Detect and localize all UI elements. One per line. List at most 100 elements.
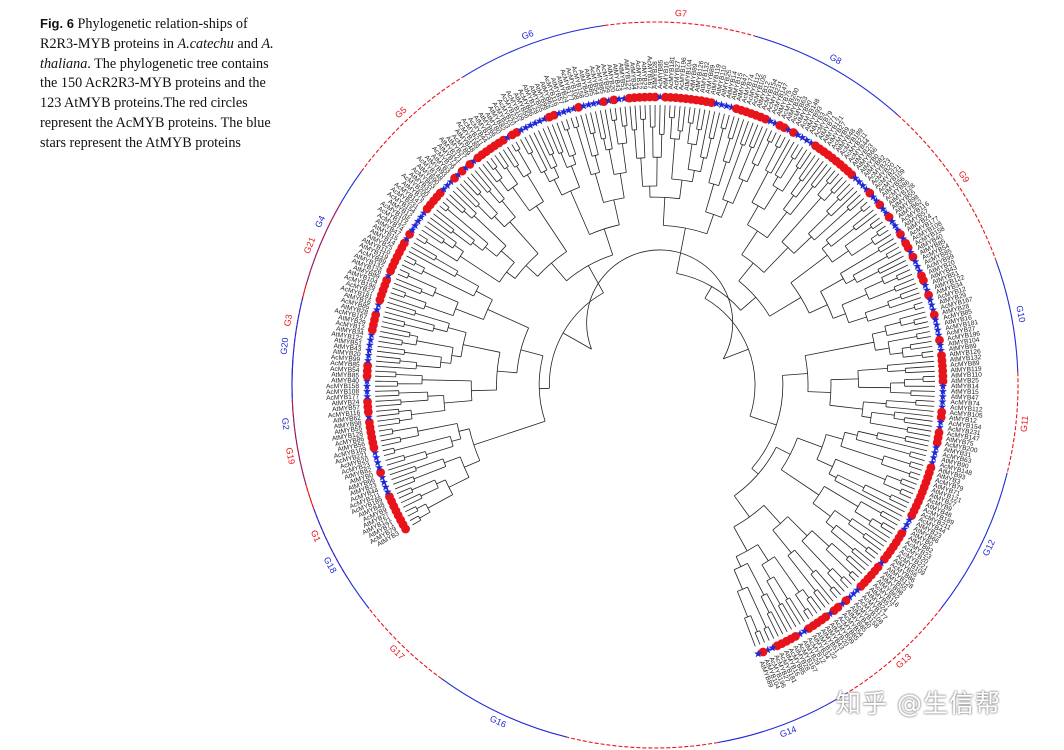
leaf-label: AcMYB85	[330, 360, 360, 369]
tree-branch	[886, 246, 899, 255]
tree-branch	[825, 170, 836, 182]
tree-branch	[790, 179, 802, 194]
tree-branch	[747, 563, 765, 596]
tree-branch	[735, 556, 742, 567]
tree-branch	[385, 306, 415, 316]
tree-branch	[395, 278, 423, 290]
group-arc-g15	[567, 736, 719, 749]
tree-branch	[801, 540, 831, 572]
tree-branch	[411, 479, 435, 491]
at-star-marker	[366, 335, 375, 344]
tree-branch	[757, 141, 770, 166]
at-star-marker	[936, 341, 945, 349]
group-arc-g12	[940, 472, 1008, 609]
leaf-label: AtMYB122	[622, 59, 632, 91]
at-star-marker	[800, 627, 809, 635]
tree-branch	[375, 360, 400, 364]
tree-branch	[378, 340, 402, 346]
tree-branch	[899, 492, 912, 499]
leaf-label: AtMYB20	[333, 349, 362, 359]
tree-branch	[687, 107, 691, 123]
ac-circle-marker	[405, 229, 414, 239]
tree-branch	[907, 426, 932, 432]
leaf-label: AtMYB29	[640, 61, 648, 89]
tree-branch	[738, 146, 752, 179]
at-star-marker	[589, 99, 598, 107]
at-star-marker	[926, 295, 935, 304]
leaf-label: AtMYB24	[331, 399, 360, 408]
tree-branch	[470, 173, 488, 193]
tree-branch	[476, 290, 493, 301]
tree-branch	[821, 242, 829, 249]
leaf-label: AtMYB104	[948, 337, 981, 348]
tree-branch	[603, 138, 607, 151]
at-star-marker	[594, 98, 603, 106]
at-star-marker	[371, 448, 380, 457]
tree-branch	[416, 365, 441, 369]
tree-branch	[599, 110, 607, 139]
tree-branch	[424, 305, 454, 316]
tree-branch	[415, 458, 444, 469]
tree-arc	[708, 137, 714, 140]
tree-arc	[398, 409, 400, 414]
at-star-marker	[936, 346, 945, 354]
tree-branch	[448, 327, 467, 333]
tree-arc	[499, 198, 505, 204]
tree-branch	[695, 129, 700, 145]
at-star-marker	[929, 453, 938, 462]
tree-branch	[619, 173, 625, 198]
group-arc-g19	[291, 397, 315, 510]
leaf-label: AtMYB34	[335, 326, 364, 338]
tree-branch	[810, 596, 822, 611]
tree-branch	[687, 122, 691, 144]
leaf-labels: AtMYB3AcMYB79AtMYB71AtMYB121AtMYB27AcMYB…	[326, 56, 983, 690]
at-star-marker	[939, 382, 947, 390]
tree-branch	[553, 167, 560, 178]
tree-branch	[375, 390, 399, 392]
tree-arc	[834, 474, 839, 481]
leaf-label: AtMYB85	[331, 372, 359, 380]
figure-label: Fig. 6	[40, 16, 74, 31]
tree-branch	[766, 613, 779, 637]
tree-branch	[396, 487, 412, 494]
tree-branch	[848, 574, 856, 582]
tree-branch	[376, 355, 401, 360]
leaf-label: AtMYB104	[684, 59, 694, 91]
tree-branch	[533, 132, 552, 169]
tree-branch	[767, 626, 775, 639]
leaf-label: AtMYB25	[951, 378, 979, 385]
tree-branch	[700, 110, 711, 158]
tree-branch	[536, 205, 568, 252]
tree-arc	[780, 437, 798, 470]
tree-arc	[434, 256, 438, 261]
tree-branch	[802, 589, 810, 598]
group-label-g4: G4	[313, 214, 327, 229]
tree-branch	[790, 254, 828, 284]
tree-branch	[766, 130, 773, 141]
tree-arc	[813, 589, 818, 593]
ac-circle-marker	[865, 188, 875, 198]
leaf-label: AtMYB98	[333, 420, 362, 431]
ac-circle-marker	[609, 95, 619, 105]
tree-branch	[594, 155, 600, 173]
tree-branch	[482, 163, 498, 183]
tree-branch	[891, 494, 910, 504]
tree-arc	[864, 288, 870, 300]
tree-branch	[844, 226, 872, 247]
tree-branch	[910, 390, 935, 392]
at-star-marker	[763, 645, 772, 654]
tree-branch	[484, 246, 497, 257]
at-star-marker	[373, 458, 382, 466]
tree-branch	[473, 215, 507, 246]
tree-branch	[409, 334, 418, 337]
at-star-marker	[712, 99, 721, 107]
tree-branch	[879, 229, 889, 237]
at-star-marker	[408, 225, 417, 234]
tree-arc	[589, 224, 620, 235]
tree-branch	[494, 216, 505, 228]
tree-branch	[562, 332, 592, 350]
tree-branch	[435, 257, 459, 272]
tree-branch	[421, 291, 434, 297]
at-star-marker	[754, 649, 763, 658]
tree-branch	[393, 476, 414, 485]
